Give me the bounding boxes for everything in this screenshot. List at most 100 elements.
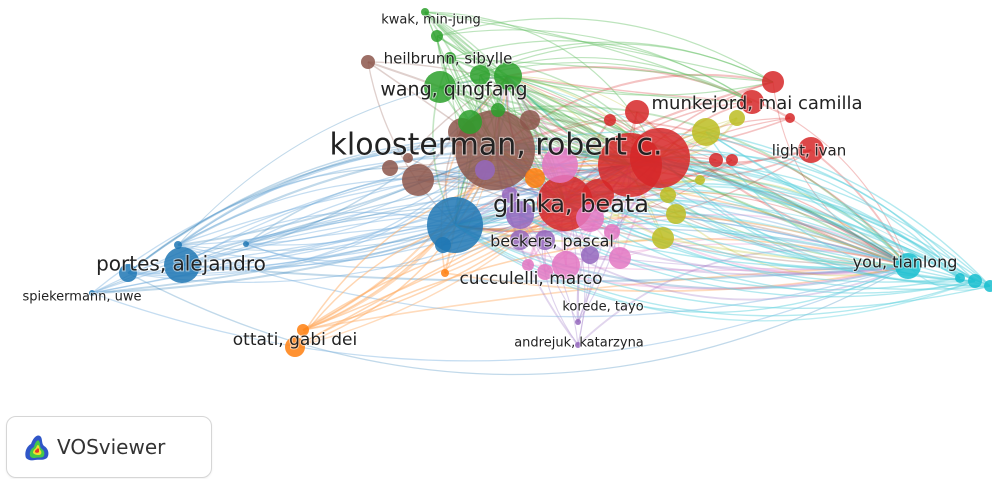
author-node[interactable] bbox=[421, 8, 429, 16]
author-node[interactable] bbox=[435, 237, 451, 253]
vosviewer-heatmap-icon bbox=[25, 435, 49, 461]
author-node[interactable] bbox=[575, 342, 581, 348]
author-node[interactable] bbox=[695, 175, 705, 185]
network-nodes bbox=[89, 8, 992, 357]
network-edge bbox=[424, 11, 631, 166]
author-node[interactable] bbox=[297, 324, 309, 336]
author-node[interactable] bbox=[576, 204, 604, 232]
network-edge bbox=[564, 202, 991, 287]
app-name: VOSviewer bbox=[57, 435, 166, 459]
network-edge bbox=[127, 136, 661, 274]
author-node[interactable] bbox=[444, 52, 456, 64]
network-edge bbox=[449, 40, 753, 103]
author-label[interactable]: spiekermann, uwe bbox=[21, 289, 142, 306]
network-edge bbox=[675, 213, 909, 277]
network-edge bbox=[611, 213, 909, 267]
author-node[interactable] bbox=[119, 264, 137, 282]
network-edge bbox=[789, 117, 909, 267]
network-edge bbox=[181, 264, 909, 283]
author-node[interactable] bbox=[502, 187, 518, 203]
network-edge bbox=[177, 149, 496, 246]
author-node[interactable] bbox=[535, 230, 555, 250]
author-node[interactable] bbox=[243, 241, 249, 247]
author-node[interactable] bbox=[709, 153, 723, 167]
network-edge bbox=[449, 57, 774, 83]
author-node[interactable] bbox=[402, 164, 434, 196]
author-node[interactable] bbox=[494, 62, 522, 90]
author-node[interactable] bbox=[785, 113, 795, 123]
network-edge bbox=[302, 202, 566, 331]
network-edge bbox=[507, 75, 909, 267]
author-node[interactable] bbox=[984, 280, 992, 292]
author-node[interactable] bbox=[692, 118, 720, 146]
author-node[interactable] bbox=[382, 160, 398, 176]
author-node[interactable] bbox=[652, 227, 674, 249]
author-node[interactable] bbox=[174, 241, 182, 249]
author-node[interactable] bbox=[575, 319, 581, 325]
author-node[interactable] bbox=[660, 187, 676, 203]
author-node[interactable] bbox=[520, 110, 540, 130]
author-node[interactable] bbox=[798, 137, 824, 163]
author-node[interactable] bbox=[581, 246, 599, 264]
author-node[interactable] bbox=[552, 251, 580, 279]
author-label[interactable]: heilbrunn, sibylle bbox=[383, 49, 514, 69]
author-label[interactable]: korede, tayo bbox=[561, 299, 644, 316]
author-label[interactable]: wang, qingfang bbox=[379, 78, 528, 102]
author-node[interactable] bbox=[470, 65, 490, 85]
author-node[interactable] bbox=[666, 204, 686, 224]
author-label[interactable]: portes, alejandro bbox=[95, 251, 267, 277]
author-node[interactable] bbox=[285, 337, 305, 357]
author-node[interactable] bbox=[506, 201, 534, 229]
network-edge bbox=[507, 75, 976, 282]
author-label[interactable]: kloosterman, robert c. bbox=[329, 127, 664, 164]
network-edge bbox=[424, 11, 631, 166]
author-node[interactable] bbox=[604, 224, 620, 240]
network-edge bbox=[454, 224, 991, 310]
author-node[interactable] bbox=[582, 179, 614, 211]
author-node[interactable] bbox=[510, 230, 530, 250]
author-node[interactable] bbox=[625, 100, 649, 124]
author-node[interactable] bbox=[630, 128, 690, 188]
author-node[interactable] bbox=[424, 71, 456, 103]
author-node[interactable] bbox=[89, 290, 95, 296]
author-node[interactable] bbox=[955, 273, 965, 283]
author-node[interactable] bbox=[525, 168, 545, 188]
author-node[interactable] bbox=[542, 147, 578, 183]
author-label[interactable]: kwak, min-jung bbox=[380, 12, 481, 29]
author-node[interactable] bbox=[361, 55, 375, 69]
author-node[interactable] bbox=[403, 153, 413, 163]
author-node[interactable] bbox=[491, 103, 505, 117]
author-node[interactable] bbox=[609, 247, 631, 269]
author-node[interactable] bbox=[968, 274, 982, 288]
network-edge bbox=[424, 11, 774, 83]
author-node[interactable] bbox=[604, 114, 616, 126]
author-label[interactable]: you, tianlong bbox=[852, 252, 959, 273]
author-label[interactable]: munkejord, mai camilla bbox=[651, 92, 864, 115]
author-node[interactable] bbox=[522, 259, 534, 271]
author-node[interactable] bbox=[164, 247, 200, 283]
author-node[interactable] bbox=[537, 264, 553, 280]
author-node[interactable] bbox=[726, 154, 738, 166]
author-node[interactable] bbox=[895, 253, 921, 279]
author-node[interactable] bbox=[729, 110, 745, 126]
author-label[interactable]: andrejuk, katarzyna bbox=[513, 335, 645, 352]
author-node[interactable] bbox=[475, 160, 495, 180]
network-edge bbox=[436, 17, 774, 83]
author-label[interactable]: cucculelli, marco bbox=[458, 268, 603, 290]
vosviewer-badge[interactable]: VOSviewer bbox=[6, 416, 212, 478]
network-edge bbox=[619, 236, 909, 267]
network-edge bbox=[507, 75, 664, 239]
author-label[interactable]: light, ivan bbox=[771, 141, 848, 161]
author-label[interactable]: beckers, pascal bbox=[489, 231, 615, 252]
author-label[interactable]: glinka, beata bbox=[492, 189, 650, 219]
network-edge bbox=[424, 11, 753, 103]
author-node[interactable] bbox=[740, 90, 764, 114]
author-node[interactable] bbox=[762, 71, 784, 93]
network-edge bbox=[177, 244, 909, 318]
network-edge bbox=[479, 74, 909, 267]
author-node[interactable] bbox=[441, 269, 449, 277]
author-node[interactable] bbox=[458, 110, 482, 134]
network-edge bbox=[91, 224, 456, 294]
author-node[interactable] bbox=[431, 30, 443, 42]
author-label[interactable]: ottati, gabi dei bbox=[232, 329, 358, 351]
